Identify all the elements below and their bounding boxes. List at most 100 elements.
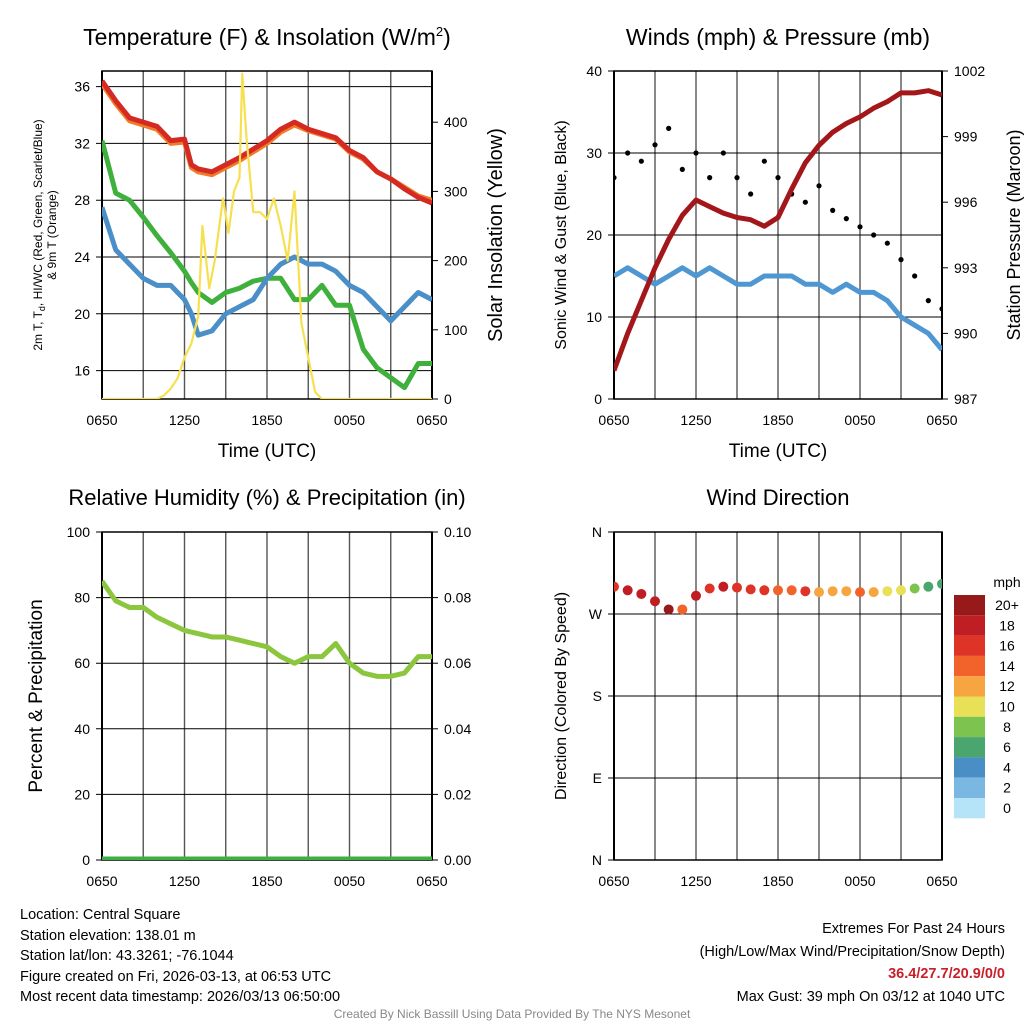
legend-label: 18 [999, 617, 1015, 633]
plot-frame [613, 531, 943, 861]
legend-swatch [954, 615, 985, 636]
y2-axis-label: Station Pressure (Maroon) [1004, 129, 1024, 340]
y-tick-label: 40 [586, 63, 602, 79]
gust-point [720, 150, 726, 156]
y-tick-label: E [593, 770, 602, 786]
wind-direction-point [814, 587, 824, 598]
wind-direction-point [636, 588, 647, 599]
legend-label: 20+ [995, 597, 1019, 613]
gust-point [871, 232, 877, 238]
legend-label: 6 [1003, 739, 1011, 755]
gust-point [939, 306, 942, 312]
relative-humidity-line [102, 579, 432, 679]
y2-tick-label: 200 [444, 253, 468, 269]
legend-label: 14 [999, 658, 1015, 674]
chart-title: Winds (mph) & Pressure (mb) [626, 24, 930, 50]
x-tick-label: 0050 [844, 412, 875, 428]
gust-point [925, 298, 931, 304]
wind-direction-point [923, 581, 934, 592]
y2-tick-label: 100 [444, 322, 468, 338]
gust-point [761, 158, 767, 164]
wind-chill-line [102, 206, 432, 338]
wind-direction-point [691, 590, 701, 601]
y-tick-label: 20 [74, 306, 90, 322]
sonic-wind-line [614, 265, 942, 352]
y-axis-label-part: , HI/WC (Red, Green, Scarlet/Blue) [31, 119, 45, 306]
y2-tick-label: 300 [444, 183, 468, 199]
legend-label: 0 [1003, 800, 1011, 816]
gust-point [652, 142, 658, 148]
max-gust-text: Max Gust: 39 mph On 03/12 at 1040 UTC [736, 988, 1005, 1005]
y2-tick-label: 0.02 [444, 786, 471, 802]
station-info: Location: Central Square Station elevati… [20, 905, 340, 1008]
y2-tick-label: 0.00 [444, 852, 471, 868]
wind-direction-point [704, 583, 715, 594]
y-tick-label: 32 [74, 135, 90, 151]
gust-point [775, 175, 781, 181]
x-tick-label: 1850 [762, 412, 793, 428]
x-tick-label: 0050 [334, 412, 365, 428]
wind-direction-point [773, 585, 783, 596]
y2-axis-label: Solar Insolation (Yellow) [485, 128, 507, 342]
created-text: Figure created on Fri, 2026-03-13, at 06… [20, 968, 332, 985]
chart-title: Temperature (F) & Insolation (W/m2) [83, 24, 451, 50]
panel-3: Relative Humidity (%) & Precipitation (i… [26, 485, 471, 889]
recent-data-text: Most recent data timestamp: 2026/03/13 0… [20, 989, 341, 1005]
y-axis-label: Direction (Colored By Speed) [553, 592, 570, 800]
legend-swatch [954, 757, 985, 778]
legend-label: 2 [1003, 780, 1011, 796]
y-axis-label-line2: & 9m T (Orange) [45, 190, 59, 280]
legend-swatch [954, 676, 985, 697]
y-tick-label: 30 [586, 145, 602, 161]
x-tick-label: 0650 [86, 412, 117, 428]
x-axis-label: Time (UTC) [729, 441, 828, 462]
x-tick-label: 0650 [416, 412, 447, 428]
gust-point [748, 191, 754, 197]
y-tick-label: 36 [74, 79, 90, 95]
latlon-text: Station lat/lon: 43.3261; -76.1044 [20, 948, 234, 964]
speed-legend: mph 20+ 18 16 14 12 10 8 6 4 2 0 [954, 574, 1021, 819]
gust-point [816, 183, 822, 189]
legend-swatch [954, 655, 985, 677]
gust-point [614, 175, 617, 181]
series-group [102, 579, 432, 860]
wind-direction-point [896, 585, 906, 596]
panel-4: Wind Direction N E S W N 0650 1250 1850 0050 0650 D… [553, 485, 1021, 889]
gust-point [693, 150, 699, 156]
elevation-text: Station elevation: 138.01 m [20, 927, 196, 944]
y-tick-label: 0 [594, 391, 602, 407]
x-tick-label: 1250 [169, 873, 200, 889]
wind-direction-point [827, 586, 838, 597]
gust-point [734, 175, 740, 181]
y-tick-label: 10 [586, 309, 602, 325]
series-group [614, 88, 942, 372]
location-text: Location: Central Square [20, 907, 181, 923]
wind-direction-point [663, 604, 674, 615]
wind-direction-point [614, 581, 619, 592]
legend-label: 4 [1003, 759, 1011, 775]
y2-tick-label: 0.10 [444, 524, 471, 540]
y-axis-label: Sonic Wind & Gust (Blue, Black) [553, 120, 570, 349]
x-tick-label: 0650 [926, 873, 957, 889]
gust-point [625, 150, 631, 156]
wind-direction-point [909, 583, 920, 594]
y-tick-label: 16 [74, 363, 90, 379]
plot-frame [101, 70, 433, 400]
panel-1: Temperature (F) & Insolation (W/m2) 16 20 2… [31, 24, 507, 462]
gust-point [884, 240, 890, 246]
legend-label: 12 [999, 678, 1015, 694]
x-tick-label: 0050 [844, 873, 875, 889]
y-tick-label: S [593, 688, 602, 704]
wind-direction-point [650, 596, 660, 607]
y2-tick-label: 0.08 [444, 590, 471, 606]
wind-direction-point [841, 586, 852, 597]
wind-direction-point [800, 586, 811, 597]
y2-tick-label: 996 [954, 194, 978, 210]
y2-tick-label: 990 [954, 325, 978, 341]
extremes-values: 36.4/27.7/20.9/0/0 [888, 966, 1005, 982]
gust-point [638, 158, 644, 164]
y-tick-label: N [592, 524, 602, 540]
y-tick-label: 24 [74, 249, 90, 265]
x-axis-label: Time (UTC) [218, 441, 317, 462]
